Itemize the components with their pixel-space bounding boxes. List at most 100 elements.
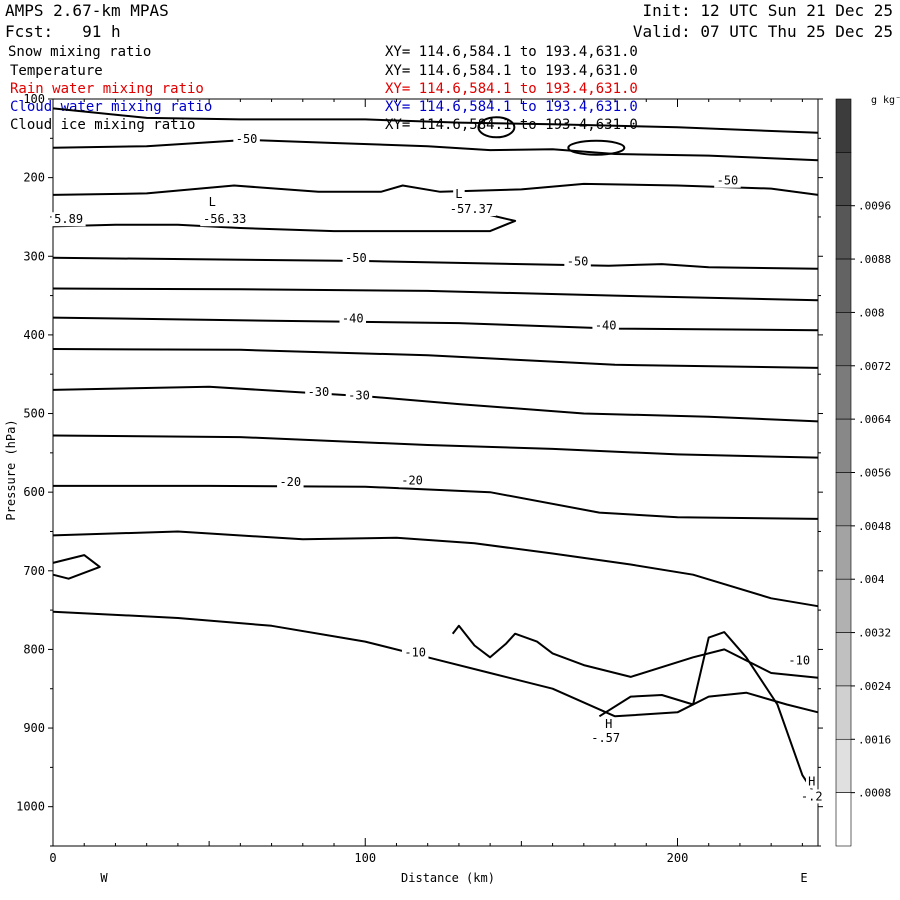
contour-labels: -50 -50 -50 -50 -40 -40 -30 -30 -20 -20 -10 -10 L -56… xyxy=(51,132,826,804)
contour-label-bg xyxy=(564,254,591,269)
colorbar-unit: g kg⁻¹ xyxy=(871,95,900,106)
contour-line xyxy=(52,348,819,369)
contour-label: -30 xyxy=(348,388,370,402)
y-tick-label: 800 xyxy=(23,642,45,656)
contour-line xyxy=(52,107,819,134)
colorbar-swatch xyxy=(835,792,852,847)
colorbar-tick-label: .0072 xyxy=(858,360,891,373)
contour-label: -.2 xyxy=(801,789,823,803)
contour-island xyxy=(567,139,626,156)
contour-label-bg xyxy=(401,645,429,660)
forecast-hour: Fcst: 91 h xyxy=(5,22,121,41)
x-tick-label: 100 xyxy=(354,851,376,865)
contour-line xyxy=(52,554,101,580)
field-xy: XY= 114.6,584.1 to 193.4,631.0 xyxy=(385,63,638,79)
x-tick-label: 0 xyxy=(49,851,56,865)
y-tick-label: 400 xyxy=(23,328,45,342)
east-label: E xyxy=(800,871,807,885)
contour-label: H xyxy=(605,717,612,731)
header: AMPS 2.67-km MPAS Fcst: 91 h Init: 12 UT… xyxy=(0,0,900,140)
contour-line xyxy=(52,530,819,608)
plot-frame xyxy=(52,98,819,847)
contour-label-bg xyxy=(588,731,623,746)
contour-label: -.57 xyxy=(591,731,620,745)
contour-label-bg xyxy=(798,789,826,804)
field-xy: XY= 114.6,584.1 to 193.4,631.0 xyxy=(385,81,638,97)
contour-line xyxy=(52,256,819,270)
colorbar-swatch xyxy=(835,205,852,260)
y-tick-label: 300 xyxy=(23,249,45,263)
contour-label-bg xyxy=(345,388,373,403)
contour-label: -50 xyxy=(345,251,367,265)
contour-line xyxy=(52,138,819,162)
contour-label: H xyxy=(808,774,815,788)
west-label: W xyxy=(100,871,108,885)
colorbar-swatch xyxy=(835,578,852,633)
contour-line xyxy=(52,287,819,302)
colorbar-swatch xyxy=(835,418,852,473)
colorbar-tick-label: .0016 xyxy=(858,733,891,746)
colorbar-tick-label: .0064 xyxy=(858,413,891,426)
contour-label: -50 xyxy=(567,255,589,269)
model-title: AMPS 2.67-km MPAS xyxy=(5,1,169,20)
y-axis-ticks: 100 200 300 400 500 600 700 800 900 1000 xyxy=(16,92,823,847)
colorbar-tick-label: .0032 xyxy=(858,627,891,640)
contour-label: 5.89 xyxy=(54,212,83,226)
contour-label: -10 xyxy=(404,645,426,659)
contour-label-bg xyxy=(806,774,818,789)
contour-label-bg xyxy=(714,173,741,188)
contour-label-bg xyxy=(592,318,619,333)
contour-label-bg xyxy=(206,194,218,209)
y-tick-label: 200 xyxy=(23,171,45,185)
field-name: Rain water mixing ratio xyxy=(10,81,204,97)
colorbar: .0096 .0088 .008 .0072 .0064 .0056 .0048 .004 .0… xyxy=(835,98,891,847)
valid-time: Valid: 07 UTC Thu 25 Dec 25 xyxy=(632,22,893,41)
y-tick-label: 100 xyxy=(23,92,45,106)
contour-line xyxy=(52,210,517,233)
contour-label: L xyxy=(209,195,216,209)
contour-label: L xyxy=(455,187,462,201)
contour-label-bg xyxy=(277,474,304,489)
colorbar-swatch xyxy=(835,312,852,367)
colorbar-tick-label: .0088 xyxy=(858,253,891,266)
contour-label-bg xyxy=(305,385,332,400)
contour-label: -50 xyxy=(236,132,258,146)
contour-label-bg xyxy=(398,473,426,488)
colorbar-tick-label: .0096 xyxy=(858,200,891,213)
field-name: Temperature xyxy=(10,63,103,79)
contour-label-bg xyxy=(233,132,260,147)
y-tick-label: 500 xyxy=(23,407,45,421)
colorbar-swatch xyxy=(835,525,852,580)
contour-line xyxy=(53,484,819,520)
x-axis-ticks: 0 100 200 xyxy=(49,99,803,865)
colorbar-tick-label: .0056 xyxy=(858,467,891,480)
colorbar-swatch xyxy=(835,632,852,687)
colorbar-tick-label: .008 xyxy=(858,306,885,319)
contour-island xyxy=(477,116,516,139)
contour-label: -40 xyxy=(342,311,364,325)
contour-label: -40 xyxy=(595,318,617,332)
x-tick-label: 200 xyxy=(667,851,689,865)
contour-label-bg xyxy=(603,717,615,732)
contour-label: -56.33 xyxy=(203,212,246,226)
colorbar-swatch xyxy=(835,685,852,740)
field-name: Cloud ice mixing ratio xyxy=(10,117,196,133)
colorbar-tick-label: .0024 xyxy=(858,680,891,693)
contour-label: -20 xyxy=(401,473,423,487)
contour-line xyxy=(52,385,819,423)
colorbar-tick-label: .004 xyxy=(858,573,885,586)
colorbar-swatch xyxy=(835,98,852,153)
temperature-contours xyxy=(52,107,819,800)
contour-label: -50 xyxy=(717,174,739,188)
colorbar-swatch xyxy=(835,738,852,793)
contour-line xyxy=(52,316,819,332)
y-tick-label: 900 xyxy=(23,721,45,735)
contour-label-bg xyxy=(342,250,370,265)
contour-line xyxy=(52,182,819,196)
contour-label-bg xyxy=(51,212,86,227)
field-xy: XY= 114.6,584.1 to 193.4,631.0 xyxy=(385,44,638,60)
contour-label: -30 xyxy=(308,385,330,399)
contour-label-bg xyxy=(200,212,250,227)
y-axis-label: Pressure (hPa) xyxy=(4,419,18,520)
field-name: Snow mixing ratio xyxy=(8,44,152,60)
